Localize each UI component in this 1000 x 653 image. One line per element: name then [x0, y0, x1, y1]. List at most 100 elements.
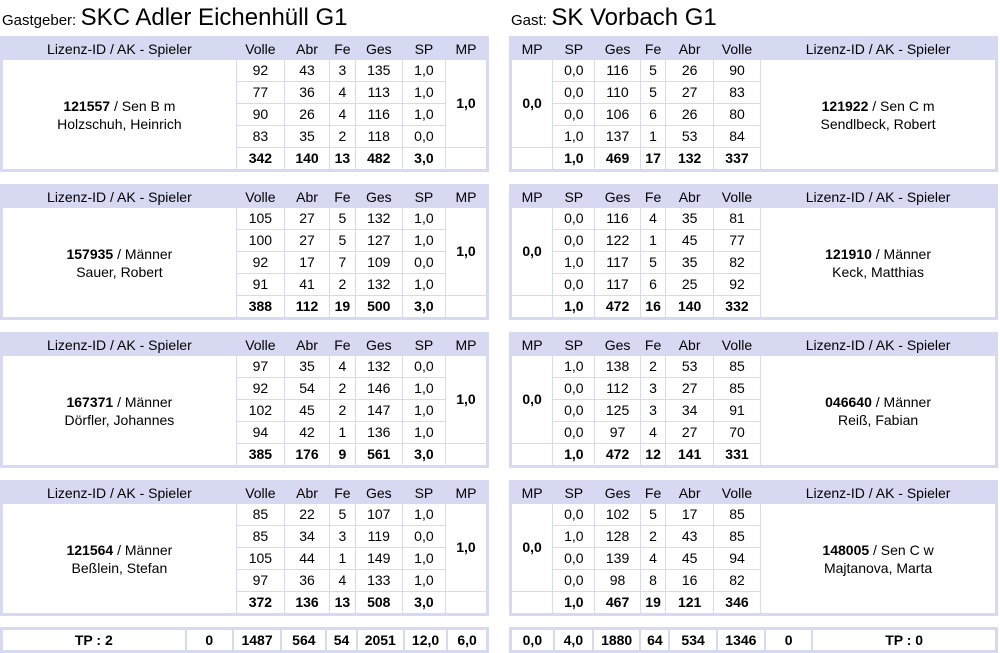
score-cell: 105: [235, 547, 285, 570]
match-points: 1,0: [444, 355, 489, 444]
age-class: / Sen B m: [110, 97, 176, 114]
game-row: 0,0 0,0 102 5 17 85 148005 / Sen C w Majtanova,…: [509, 503, 997, 615]
score-cell: 85: [712, 355, 762, 378]
score-cell: 97: [235, 355, 285, 378]
player-name: Beßlein, Stefan: [71, 559, 168, 576]
score-cell: 97: [594, 421, 641, 444]
mp-blank: [509, 295, 554, 319]
header-ges: Ges: [354, 333, 403, 356]
sum-row: 385 176 9 561 3,0: [2, 443, 489, 467]
score-cell: 85: [712, 377, 762, 400]
score-cell: 8: [639, 569, 667, 592]
home-match-table: Lizenz-ID / AK - Spieler Volle Abr Fe Ges SP M…: [0, 332, 489, 468]
score-cell: 117: [594, 251, 641, 274]
score-cell: 1,0: [401, 421, 446, 444]
score-cell: 0,0: [401, 125, 446, 148]
age-class: / Männer: [113, 245, 173, 262]
total-cell: 1346: [715, 627, 767, 653]
header-abr: Abr: [283, 37, 331, 60]
total-cell: 0: [764, 627, 814, 653]
header-abr: Abr: [665, 333, 714, 356]
total-cell: 0,0: [509, 627, 555, 653]
score-cell: 372: [235, 591, 285, 615]
sum-row: 372 136 13 508 3,0: [2, 591, 489, 615]
header-volle: Volle: [235, 185, 285, 208]
score-cell: 1,0: [401, 207, 446, 230]
license-id: 121557: [63, 97, 111, 114]
total-cell: TP : 0: [811, 627, 998, 653]
score-cell: 122: [594, 229, 641, 252]
match-points: 1,0: [444, 59, 489, 148]
score-cell: 140: [283, 147, 331, 171]
score-cell: 102: [594, 503, 641, 526]
score-cell: 2: [329, 125, 356, 148]
player-cell: 157935 / Männer Sauer, Robert: [1, 207, 237, 319]
score-cell: 41: [283, 273, 331, 296]
score-cell: 561: [354, 443, 403, 467]
total-cell: 6,0: [446, 627, 489, 653]
header-fe: Fe: [639, 37, 667, 60]
header-fe: Fe: [329, 333, 356, 356]
score-cell: 70: [712, 421, 762, 444]
score-cell: 116: [594, 59, 641, 82]
player-cell: 148005 / Sen C w Majtanova, Marta: [760, 503, 997, 615]
guest-match-table: MP SP Ges Fe Abr Volle Lizenz-ID / AK - Spiele…: [509, 184, 998, 320]
mp-blank: [444, 295, 489, 319]
score-cell: 5: [639, 59, 667, 82]
score-cell: 90: [712, 59, 762, 82]
score-cell: 34: [283, 525, 331, 548]
guest-team-label: Gast:: [511, 12, 547, 29]
score-cell: 1,0: [552, 295, 596, 319]
score-cell: 1,0: [552, 591, 596, 615]
header-player: Lizenz-ID / AK - Spieler: [1, 481, 237, 504]
score-cell: 469: [594, 147, 641, 171]
score-cell: 1,0: [552, 443, 596, 467]
mp-blank: [509, 147, 554, 171]
score-cell: 149: [354, 547, 403, 570]
header-ges: Ges: [594, 185, 641, 208]
header-player: Lizenz-ID / AK - Spieler: [1, 37, 237, 60]
home-totals-row: TP : 2 0 1487 564 54 2051 12,0 6,0: [0, 627, 489, 653]
mp-blank: [444, 591, 489, 615]
player-license: 157935 / Männer: [3, 245, 235, 263]
score-cell: 147: [354, 399, 403, 422]
score-cell: 9: [329, 443, 356, 467]
score-cell: 98: [594, 569, 641, 592]
header-player: Lizenz-ID / AK - Spieler: [760, 185, 997, 208]
score-cell: 13: [329, 147, 356, 171]
home-match-table: Lizenz-ID / AK - Spieler Volle Abr Fe Ges SP M…: [0, 36, 489, 172]
total-cell: 54: [325, 627, 358, 653]
score-cell: 0,0: [552, 81, 596, 104]
score-cell: 132: [354, 273, 403, 296]
player-cell: 167371 / Männer Dörfler, Johannes: [1, 355, 237, 467]
total-cell: 64: [639, 627, 671, 653]
header-player: Lizenz-ID / AK - Spieler: [760, 481, 997, 504]
sum-row: 1,0 472 16 140 332: [509, 295, 997, 319]
game-row: 0,0 110 5 27 83: [511, 81, 997, 104]
game-row: 0,0 139 4 45 94: [511, 547, 997, 570]
score-cell: 16: [665, 569, 714, 592]
score-cell: 136: [283, 591, 331, 615]
score-cell: 26: [665, 59, 714, 82]
score-cell: 22: [283, 503, 331, 526]
score-cell: 1: [639, 229, 667, 252]
player-cell: 121564 / Männer Beßlein, Stefan: [1, 503, 237, 615]
game-row: 0,0 112 3 27 85: [511, 377, 997, 400]
score-cell: 1,0: [552, 355, 596, 378]
score-cell: 94: [712, 547, 762, 570]
game-row: 0,0 0,0 116 4 35 81 121910 / Männer Keck, Matth…: [509, 207, 997, 319]
score-cell: 332: [712, 295, 762, 319]
score-cell: 19: [639, 591, 667, 615]
score-cell: 3,0: [401, 443, 446, 467]
score-cell: 137: [594, 125, 641, 148]
score-cell: 3,0: [401, 591, 446, 615]
score-cell: 112: [283, 295, 331, 319]
score-cell: 3: [639, 377, 667, 400]
score-cell: 85: [235, 525, 285, 548]
score-cell: 27: [283, 229, 331, 252]
score-cell: 77: [235, 81, 285, 104]
score-cell: 125: [594, 399, 641, 422]
score-cell: 85: [712, 525, 762, 548]
score-cell: 5: [329, 229, 356, 252]
score-cell: 5: [639, 503, 667, 526]
